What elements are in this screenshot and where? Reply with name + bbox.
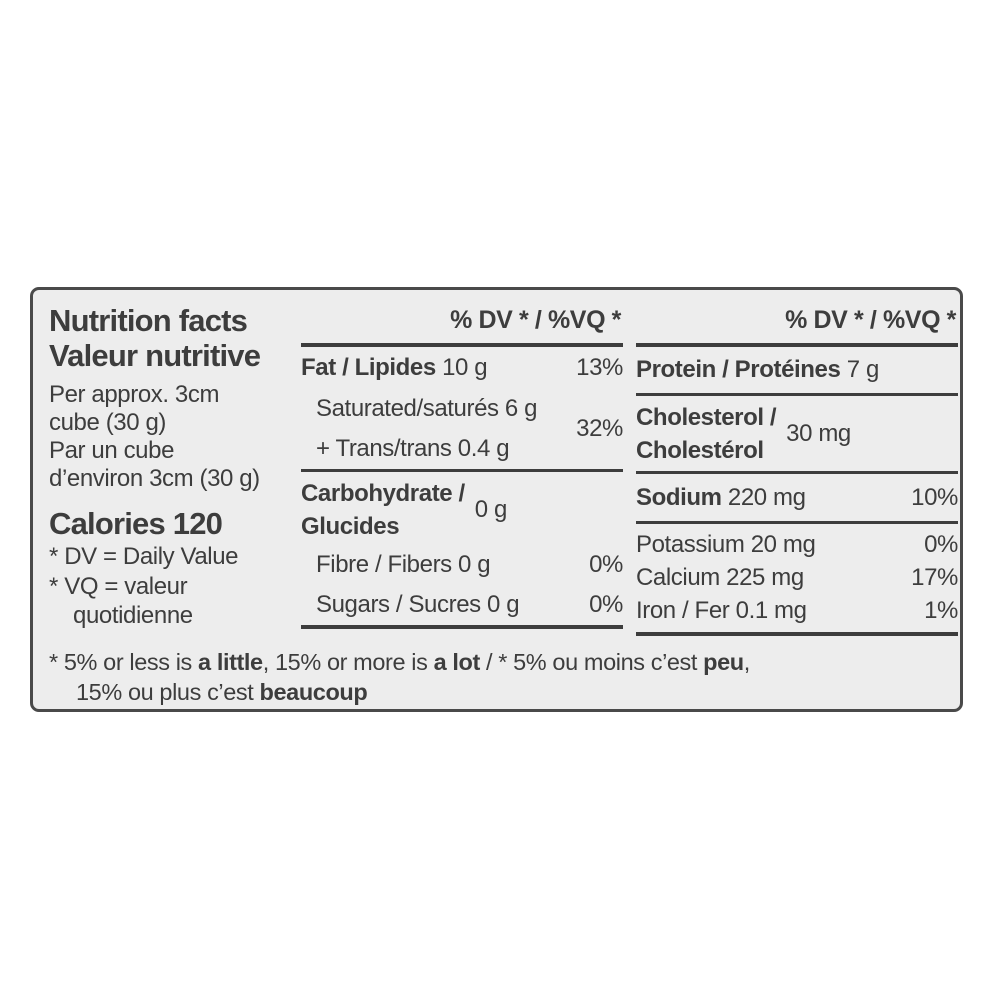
carbohydrate-label-fr: Glucides <box>301 513 400 540</box>
minerals-group: Potassium 20 mg 0% Calcium 225 mg 17% Ir… <box>636 524 958 632</box>
rule <box>636 393 958 396</box>
cholesterol-label-fr: Cholestérol <box>636 437 764 464</box>
serving-line: d’environ 3cm (30 g) <box>49 465 260 492</box>
dv-header-right: % DV * / %VQ * <box>785 306 956 334</box>
sat-trans-row: Saturated/saturés 6 g + Trans/trans 0.4 … <box>301 389 623 469</box>
fat-carb-column: % DV * / %VQ * Fat / Lipides 10 g 13% Sa… <box>301 303 623 629</box>
carbohydrate-label-en: Carbohydrate / <box>301 480 465 507</box>
protein-label: Protein / Protéines <box>636 356 841 383</box>
potassium-dv-percent: 0% <box>924 531 958 558</box>
calcium-label: Calcium 225 mg <box>636 564 804 591</box>
rule <box>301 469 623 472</box>
sat-trans-labels: Saturated/saturés 6 g + Trans/trans 0.4 … <box>301 389 537 469</box>
rule <box>636 521 958 524</box>
footnote-text: / * 5% ou moins c’est <box>479 649 704 675</box>
fat-dv-percent: 13% <box>576 354 623 381</box>
footnote-text-bold: a little <box>198 649 263 675</box>
protein-amount: 7 g <box>846 356 880 383</box>
carbohydrate-amount: 0 g <box>474 496 508 523</box>
potassium-row: Potassium 20 mg 0% <box>636 528 958 561</box>
title-en: Nutrition facts <box>49 303 248 338</box>
fat-row: Fat / Lipides 10 g 13% <box>301 347 623 389</box>
iron-row: Iron / Fer 0.1 mg 1% <box>636 594 958 627</box>
dv-explanation-line2: 15% ou plus c’est beaucoup <box>49 677 954 707</box>
rule <box>301 343 623 347</box>
fibre-dv-percent: 0% <box>589 551 623 578</box>
cholesterol-label-en: Cholesterol / <box>636 404 777 431</box>
dv-footnote: * DV = Daily Value <box>49 543 239 570</box>
fat-label: Fat / Lipides <box>301 354 436 381</box>
footnote-text: , 15% or more is <box>262 649 434 675</box>
cholesterol-amount: 30 mg <box>786 420 851 447</box>
rule <box>636 632 958 636</box>
vq-footnote: * VQ = valeur quotidienne <box>49 573 193 629</box>
nutrition-facts-label: Nutrition facts Valeur nutritive Per app… <box>30 287 963 712</box>
sugars-label: Sugars / Sucres 0 g <box>316 591 520 618</box>
serving-line: cube (30 g) <box>49 409 167 436</box>
protein-row: Protein / Protéines 7 g <box>636 347 958 393</box>
fat-label-group: Fat / Lipides 10 g <box>301 347 488 389</box>
cholesterol-labels: Cholesterol / Cholestérol <box>636 401 777 467</box>
serving-info-column: Nutrition facts Valeur nutritive Per app… <box>49 303 301 630</box>
sugars-row: Sugars / Sucres 0 g 0% <box>301 585 623 625</box>
saturated-label: Saturated/saturés 6 g <box>316 395 538 422</box>
sodium-row: Sodium 220 mg 10% <box>636 474 958 521</box>
dv-header-left: % DV * / %VQ * <box>450 306 621 334</box>
title-fr: Valeur nutritive <box>49 338 261 373</box>
sugars-dv-percent: 0% <box>589 591 623 618</box>
label-columns: Nutrition facts Valeur nutritive Per app… <box>49 303 958 636</box>
iron-dv-percent: 1% <box>924 597 958 624</box>
fibre-label: Fibre / Fibers 0 g <box>316 551 491 578</box>
calcium-dv-percent: 17% <box>911 564 958 591</box>
serving-size: Per approx. 3cm cube (30 g) Par un cube … <box>49 381 301 493</box>
carbohydrate-labels: Carbohydrate / Glucides <box>301 477 465 543</box>
protein-minerals-column: % DV * / %VQ * Protein / Protéines 7 g C… <box>636 303 958 636</box>
rule <box>636 343 958 347</box>
iron-label: Iron / Fer 0.1 mg <box>636 597 807 624</box>
serving-line: Per approx. 3cm <box>49 381 220 408</box>
footnote-text: * 5% or less is <box>49 649 199 675</box>
sodium-amount: 220 mg <box>727 484 806 511</box>
dv-explanation-line1: * 5% or less is a little, 15% or more is… <box>49 647 954 677</box>
calories-value: Calories 120 <box>49 506 223 541</box>
footnote-text-bold: beaucoup <box>259 679 368 705</box>
calcium-row: Calcium 225 mg 17% <box>636 561 958 594</box>
fibre-row: Fibre / Fibers 0 g 0% <box>301 545 623 585</box>
sodium-dv-percent: 10% <box>911 484 958 511</box>
carbohydrate-row: Carbohydrate / Glucides 0 g <box>301 472 623 545</box>
trans-label: + Trans/trans 0.4 g <box>316 435 510 462</box>
rule <box>301 625 623 629</box>
footnote-text: 15% ou plus c’est <box>76 679 260 705</box>
rule <box>636 471 958 474</box>
fat-amount: 10 g <box>442 354 488 381</box>
footnote-text: , <box>743 649 751 675</box>
footnote-text-bold: a lot <box>433 649 481 675</box>
cholesterol-row: Cholesterol / Cholestérol 30 mg <box>636 396 958 471</box>
footnote-text-bold: peu <box>703 649 744 675</box>
dv-explanation-footnote: * 5% or less is a little, 15% or more is… <box>49 647 954 707</box>
sat-trans-dv-percent: 32% <box>576 415 623 442</box>
serving-line: Par un cube <box>49 437 175 464</box>
sodium-label-group: Sodium 220 mg <box>636 474 806 521</box>
sodium-label: Sodium <box>636 484 722 511</box>
potassium-label: Potassium 20 mg <box>636 531 816 558</box>
protein-label-group: Protein / Protéines 7 g <box>636 347 879 393</box>
